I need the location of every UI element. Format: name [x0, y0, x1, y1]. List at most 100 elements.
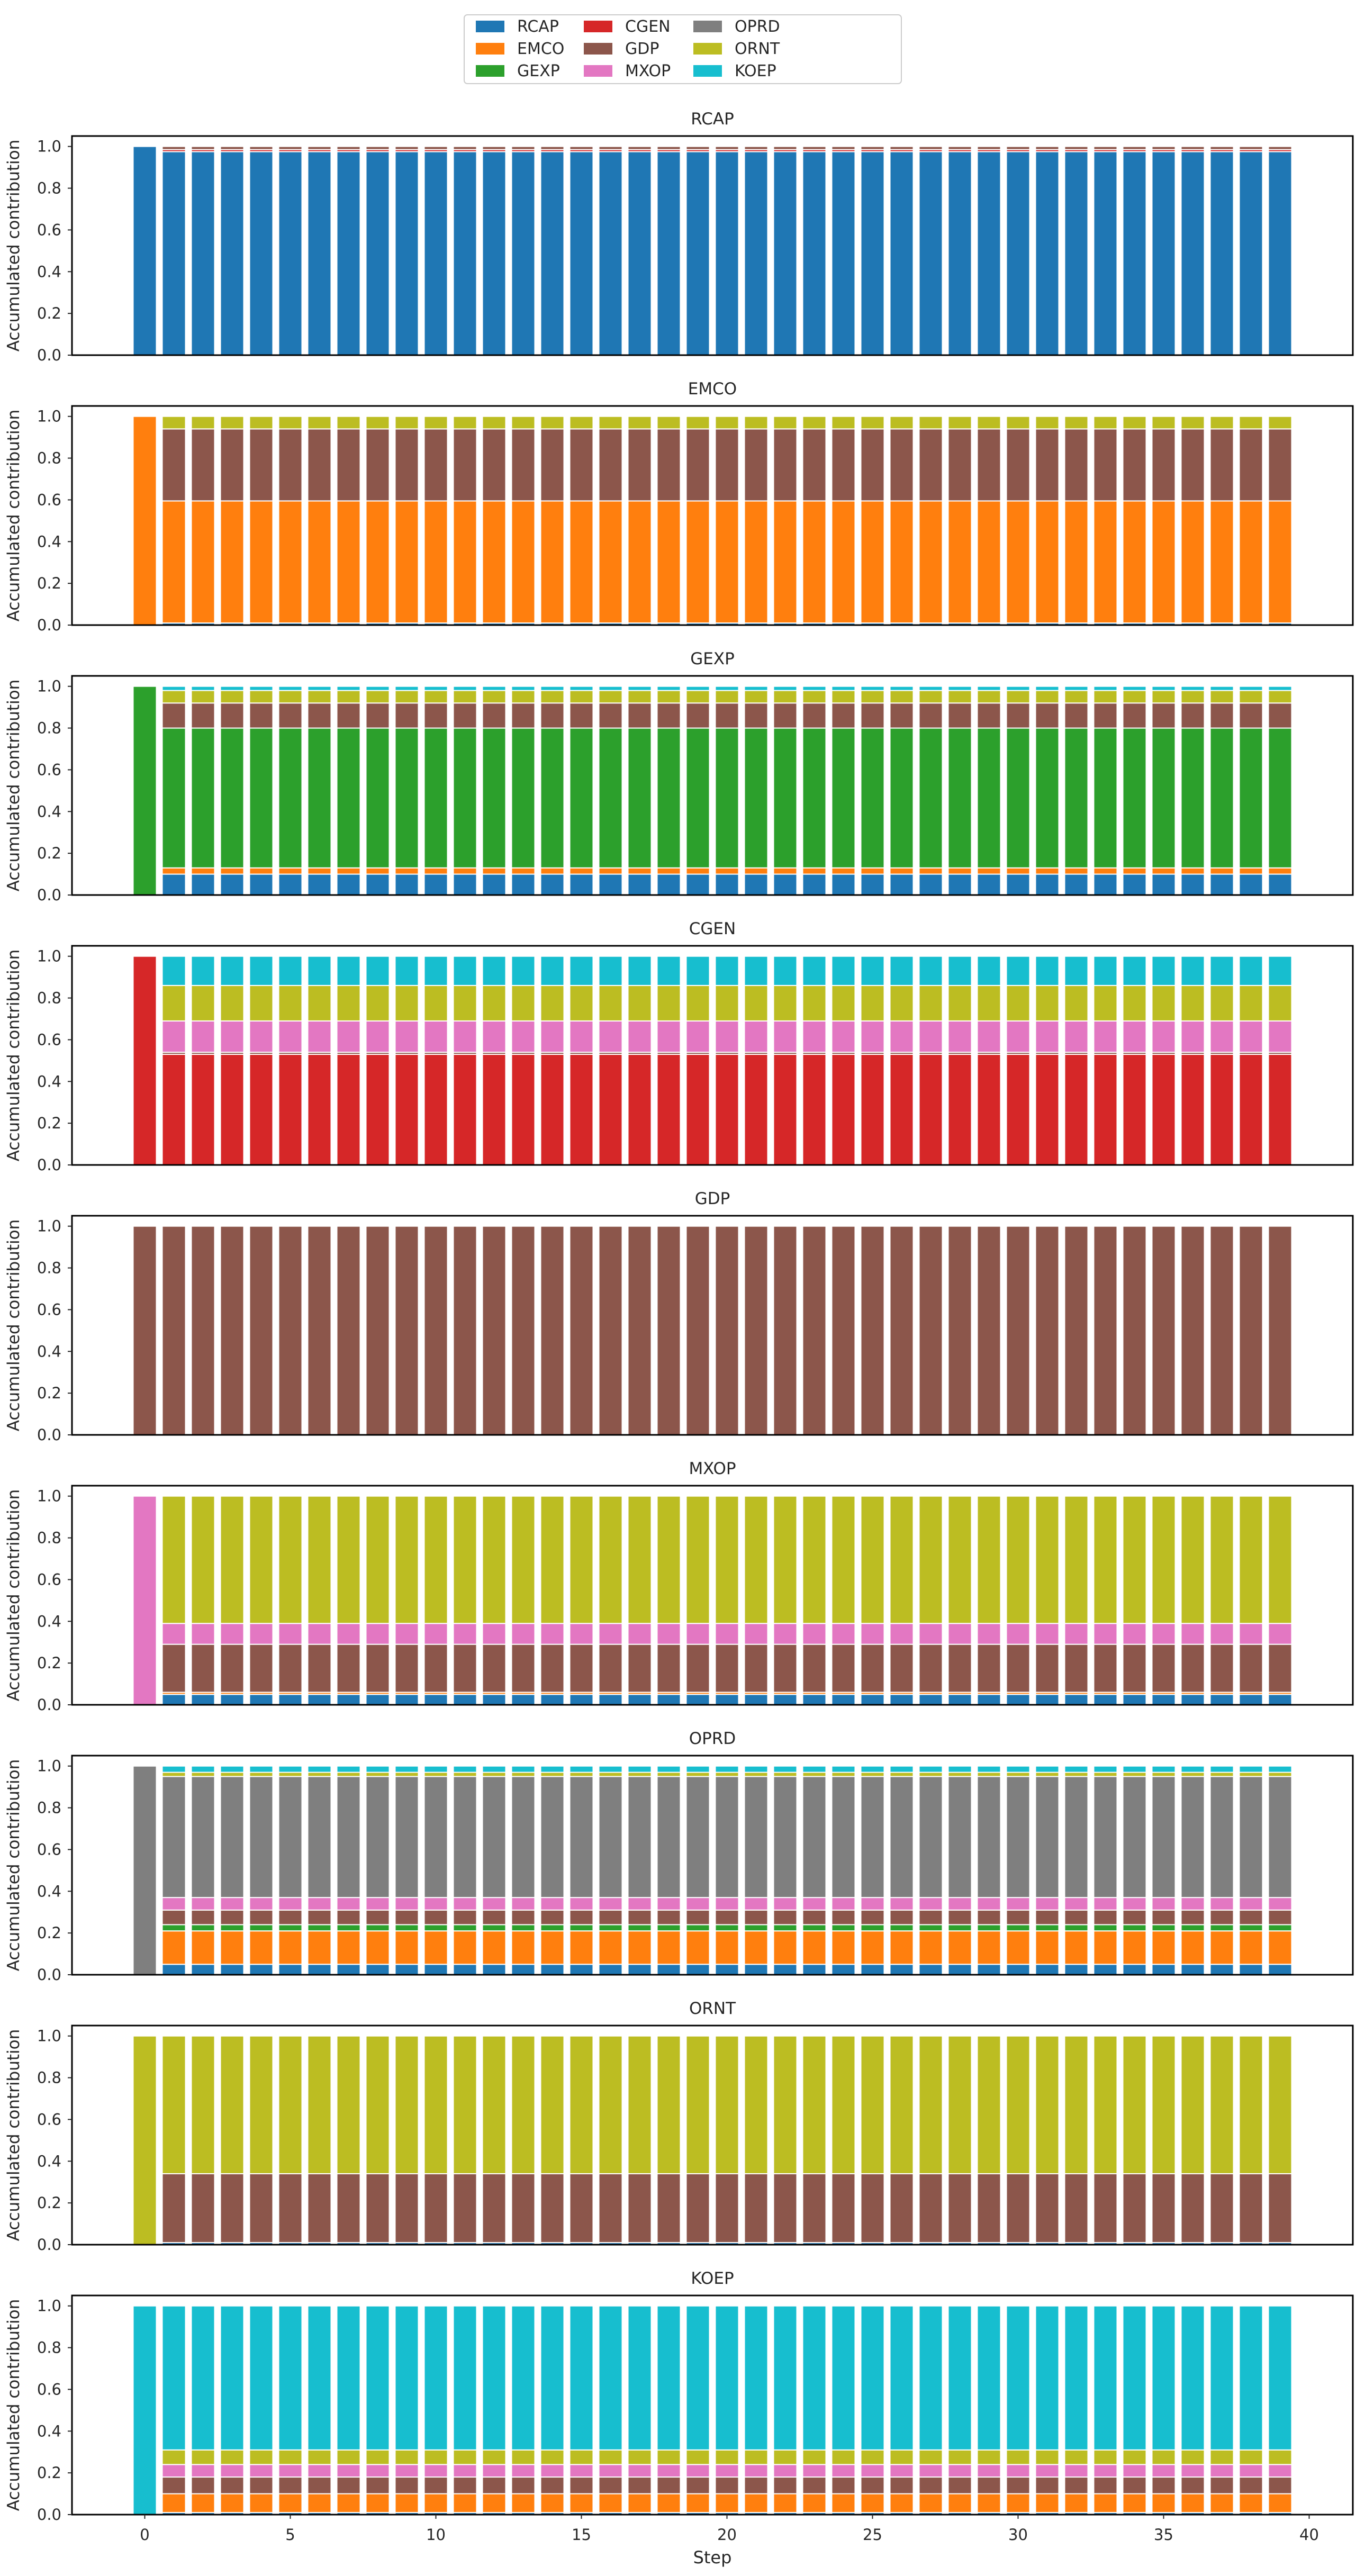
bar-koep-step16-ornt [598, 2449, 623, 2465]
bar-oprd-step20-mxop [715, 1897, 739, 1911]
bar-cgen-step10-koep [423, 955, 448, 986]
bar-koep-step28-emco [947, 2493, 972, 2514]
bar-rcap-step6-gdp [307, 146, 332, 150]
bar-cgen-step8-ornt [365, 984, 390, 1022]
bar-gexp-step33-rcap [1093, 873, 1118, 896]
ytick-label-koep-0.4: 0.4 [37, 2422, 61, 2440]
bar-oprd-step24-rcap [831, 1964, 856, 1976]
bar-cgen-step3-cgen [220, 1054, 245, 1166]
bar-oprd-step21-koep [744, 1765, 769, 1773]
bar-gexp-step29-ornt [977, 690, 1001, 704]
bar-rcap-step19-rcap [685, 151, 710, 356]
bar-oprd-step7-mxop [336, 1897, 361, 1911]
bar-oprd-step19-ornt [685, 1771, 710, 1777]
bar-koep-step27-emco [918, 2493, 943, 2514]
bar-mxop-step29-gdp [977, 1643, 1001, 1693]
plot-frame-gexp [71, 675, 1354, 896]
bar-ornt-step29-gdp [977, 2173, 1001, 2244]
ytick-label-mxop-0.8: 0.8 [37, 1529, 61, 1547]
bar-rcap-step32-rcap [1064, 151, 1089, 356]
bar-mxop-step39-mxop [1268, 1623, 1292, 1645]
bar-gexp-step38-koep [1239, 685, 1263, 691]
ytick-label-cgen-0.8: 0.8 [37, 989, 61, 1007]
bar-cgen-step23-cgen [802, 1054, 827, 1166]
bars-gexp [132, 685, 1292, 896]
bar-cgen-step35-ornt [1151, 984, 1176, 1022]
bar-oprd-step31-gdp [1035, 1909, 1060, 1926]
bar-oprd-step5-ornt [278, 1771, 303, 1777]
bar-gexp-step23-ornt [802, 690, 827, 704]
bar-oprd-step14-mxop [540, 1897, 565, 1911]
bar-rcap-step34-rcap [1122, 151, 1147, 356]
bar-oprd-step10-gdp [423, 1909, 448, 1926]
bar-rcap-step2-rcap [191, 151, 215, 356]
bar-emco-step17-gdp [627, 428, 652, 502]
bar-gdp-step34-gdp [1122, 1225, 1147, 1435]
bar-mxop-step8-rcap [365, 1694, 390, 1706]
bar-rcap-step34-gdp [1122, 146, 1147, 150]
bar-gexp-step39-koep [1268, 685, 1292, 691]
bar-cgen-step38-ornt [1239, 984, 1263, 1022]
ytick-label-oprd-0.4: 0.4 [37, 1882, 61, 1900]
bar-koep-step33-mxop [1093, 2464, 1118, 2478]
bar-emco-step1-gdp [161, 428, 186, 502]
legend-swatch-ornt [693, 43, 722, 55]
bar-oprd-step11-koep [453, 1765, 477, 1773]
bar-emco-step32-ornt [1064, 415, 1089, 430]
bar-gexp-step16-gdp [598, 702, 623, 729]
bar-oprd-step21-rcap [744, 1964, 769, 1976]
bar-rcap-step14-gdp [540, 146, 565, 150]
bar-gexp-step8-emco [365, 867, 390, 875]
bar-emco-step18-ornt [656, 415, 681, 430]
legend-swatch-gexp [476, 65, 504, 77]
bar-cgen-step37-cgen [1209, 1054, 1234, 1166]
bar-emco-step23-ornt [802, 415, 827, 430]
bar-oprd-step6-gexp [307, 1924, 332, 1932]
bar-cgen-step34-cgen [1122, 1054, 1147, 1166]
bar-gexp-step1-gdp [161, 702, 186, 729]
bar-rcap-step1-gdp [161, 146, 186, 150]
bar-mxop-step30-gdp [1006, 1643, 1030, 1693]
bar-gexp-step27-gdp [918, 702, 943, 729]
bar-oprd-step24-gdp [831, 1909, 856, 1926]
bar-ornt-step7-gdp [336, 2173, 361, 2244]
bar-mxop-step2-rcap [191, 1694, 215, 1706]
bar-oprd-step1-emco [161, 1930, 186, 1965]
bar-rcap-step5-gdp [278, 146, 303, 150]
bar-rcap-step1-rcap [161, 151, 186, 356]
bar-gexp-step33-emco [1093, 867, 1118, 875]
bar-cgen-step32-mxop [1064, 1020, 1089, 1053]
ytick-label-mxop-0.2: 0.2 [37, 1654, 61, 1672]
bar-mxop-step12-mxop [482, 1623, 507, 1645]
ytick-label-rcap-1.0: 1.0 [37, 138, 61, 156]
bar-gexp-step6-ornt [307, 690, 332, 704]
bar-oprd-step26-gdp [889, 1909, 914, 1926]
bar-mxop-step36-mxop [1180, 1623, 1205, 1645]
bar-ornt-step9-ornt [394, 2035, 419, 2174]
bar-mxop-step7-mxop [336, 1623, 361, 1645]
bar-oprd-step32-gdp [1064, 1909, 1089, 1926]
bar-oprd-step11-gexp [453, 1924, 477, 1932]
bar-oprd-step37-gexp [1209, 1924, 1234, 1932]
bar-oprd-step29-oprd [977, 1776, 1001, 1899]
bar-koep-step12-ornt [482, 2449, 507, 2465]
bar-mxop-step18-mxop [656, 1623, 681, 1645]
bar-mxop-step13-mxop [511, 1623, 536, 1645]
bar-cgen-step0-cgen [132, 955, 157, 1165]
bar-oprd-step35-rcap [1151, 1964, 1176, 1976]
bar-gexp-step15-gexp [569, 727, 594, 869]
bar-mxop-step27-gdp [918, 1643, 943, 1693]
bar-oprd-step9-koep [394, 1765, 419, 1773]
bar-koep-step34-ornt [1122, 2449, 1147, 2465]
bar-oprd-step27-gexp [918, 1924, 943, 1932]
legend-swatch-oprd [693, 21, 722, 32]
bar-mxop-step18-gdp [656, 1643, 681, 1693]
bar-gexp-step5-ornt [278, 690, 303, 704]
bar-koep-step31-emco [1035, 2493, 1060, 2514]
bar-koep-step27-gdp [918, 2476, 943, 2494]
bar-gexp-step34-ornt [1122, 690, 1147, 704]
bar-koep-step31-mxop [1035, 2464, 1060, 2478]
bar-rcap-step28-gdp [947, 146, 972, 150]
bar-ornt-step5-gdp [278, 2173, 303, 2244]
